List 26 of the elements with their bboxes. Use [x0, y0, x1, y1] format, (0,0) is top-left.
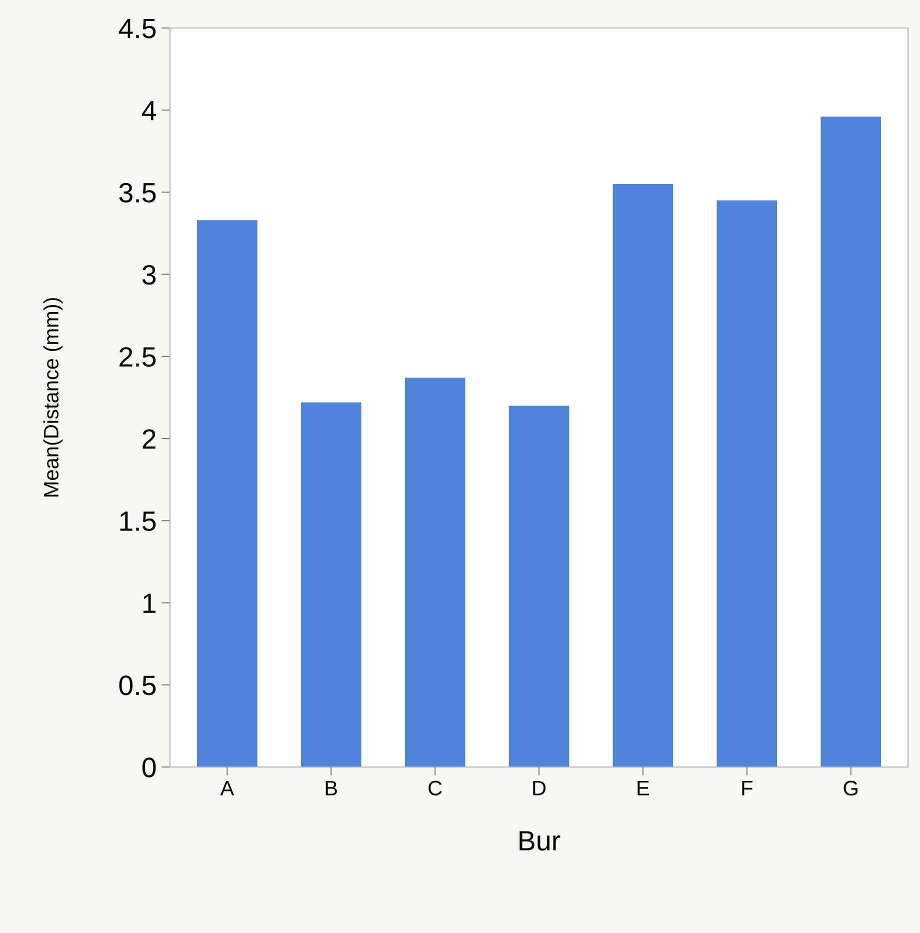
- y-tick-label: 0.5: [119, 676, 156, 696]
- y-tick-label: 3.5: [119, 182, 156, 203]
- bar: [404, 378, 466, 767]
- bar: [300, 402, 362, 767]
- y-tick-label: 0: [142, 758, 156, 778]
- bar: [508, 406, 570, 767]
- x-tick-label: F: [742, 780, 752, 796]
- y-tick-label: 1: [143, 594, 156, 613]
- x-axis-title: Bur: [520, 831, 560, 851]
- y-tick-label: 4: [142, 101, 156, 120]
- y-tick-label: 2: [142, 429, 156, 449]
- bar: [612, 184, 674, 767]
- bar: [716, 200, 778, 767]
- x-tick-label: A: [220, 780, 234, 796]
- y-axis-title: Mean(Distance (mm)): [43, 298, 63, 496]
- x-tick-label: E: [638, 780, 649, 796]
- y-tick-label: 1.5: [120, 512, 156, 532]
- x-tick-label: C: [428, 780, 442, 796]
- bar: [820, 116, 881, 767]
- bar: [197, 220, 258, 767]
- y-tick-label: 2.5: [120, 347, 156, 367]
- y-tick-label: 3: [142, 265, 156, 285]
- x-tick-label: B: [326, 780, 337, 796]
- y-tick-label: 4.5: [118, 18, 156, 38]
- x-tick-label: D: [533, 780, 546, 796]
- x-tick-label: G: [844, 780, 858, 796]
